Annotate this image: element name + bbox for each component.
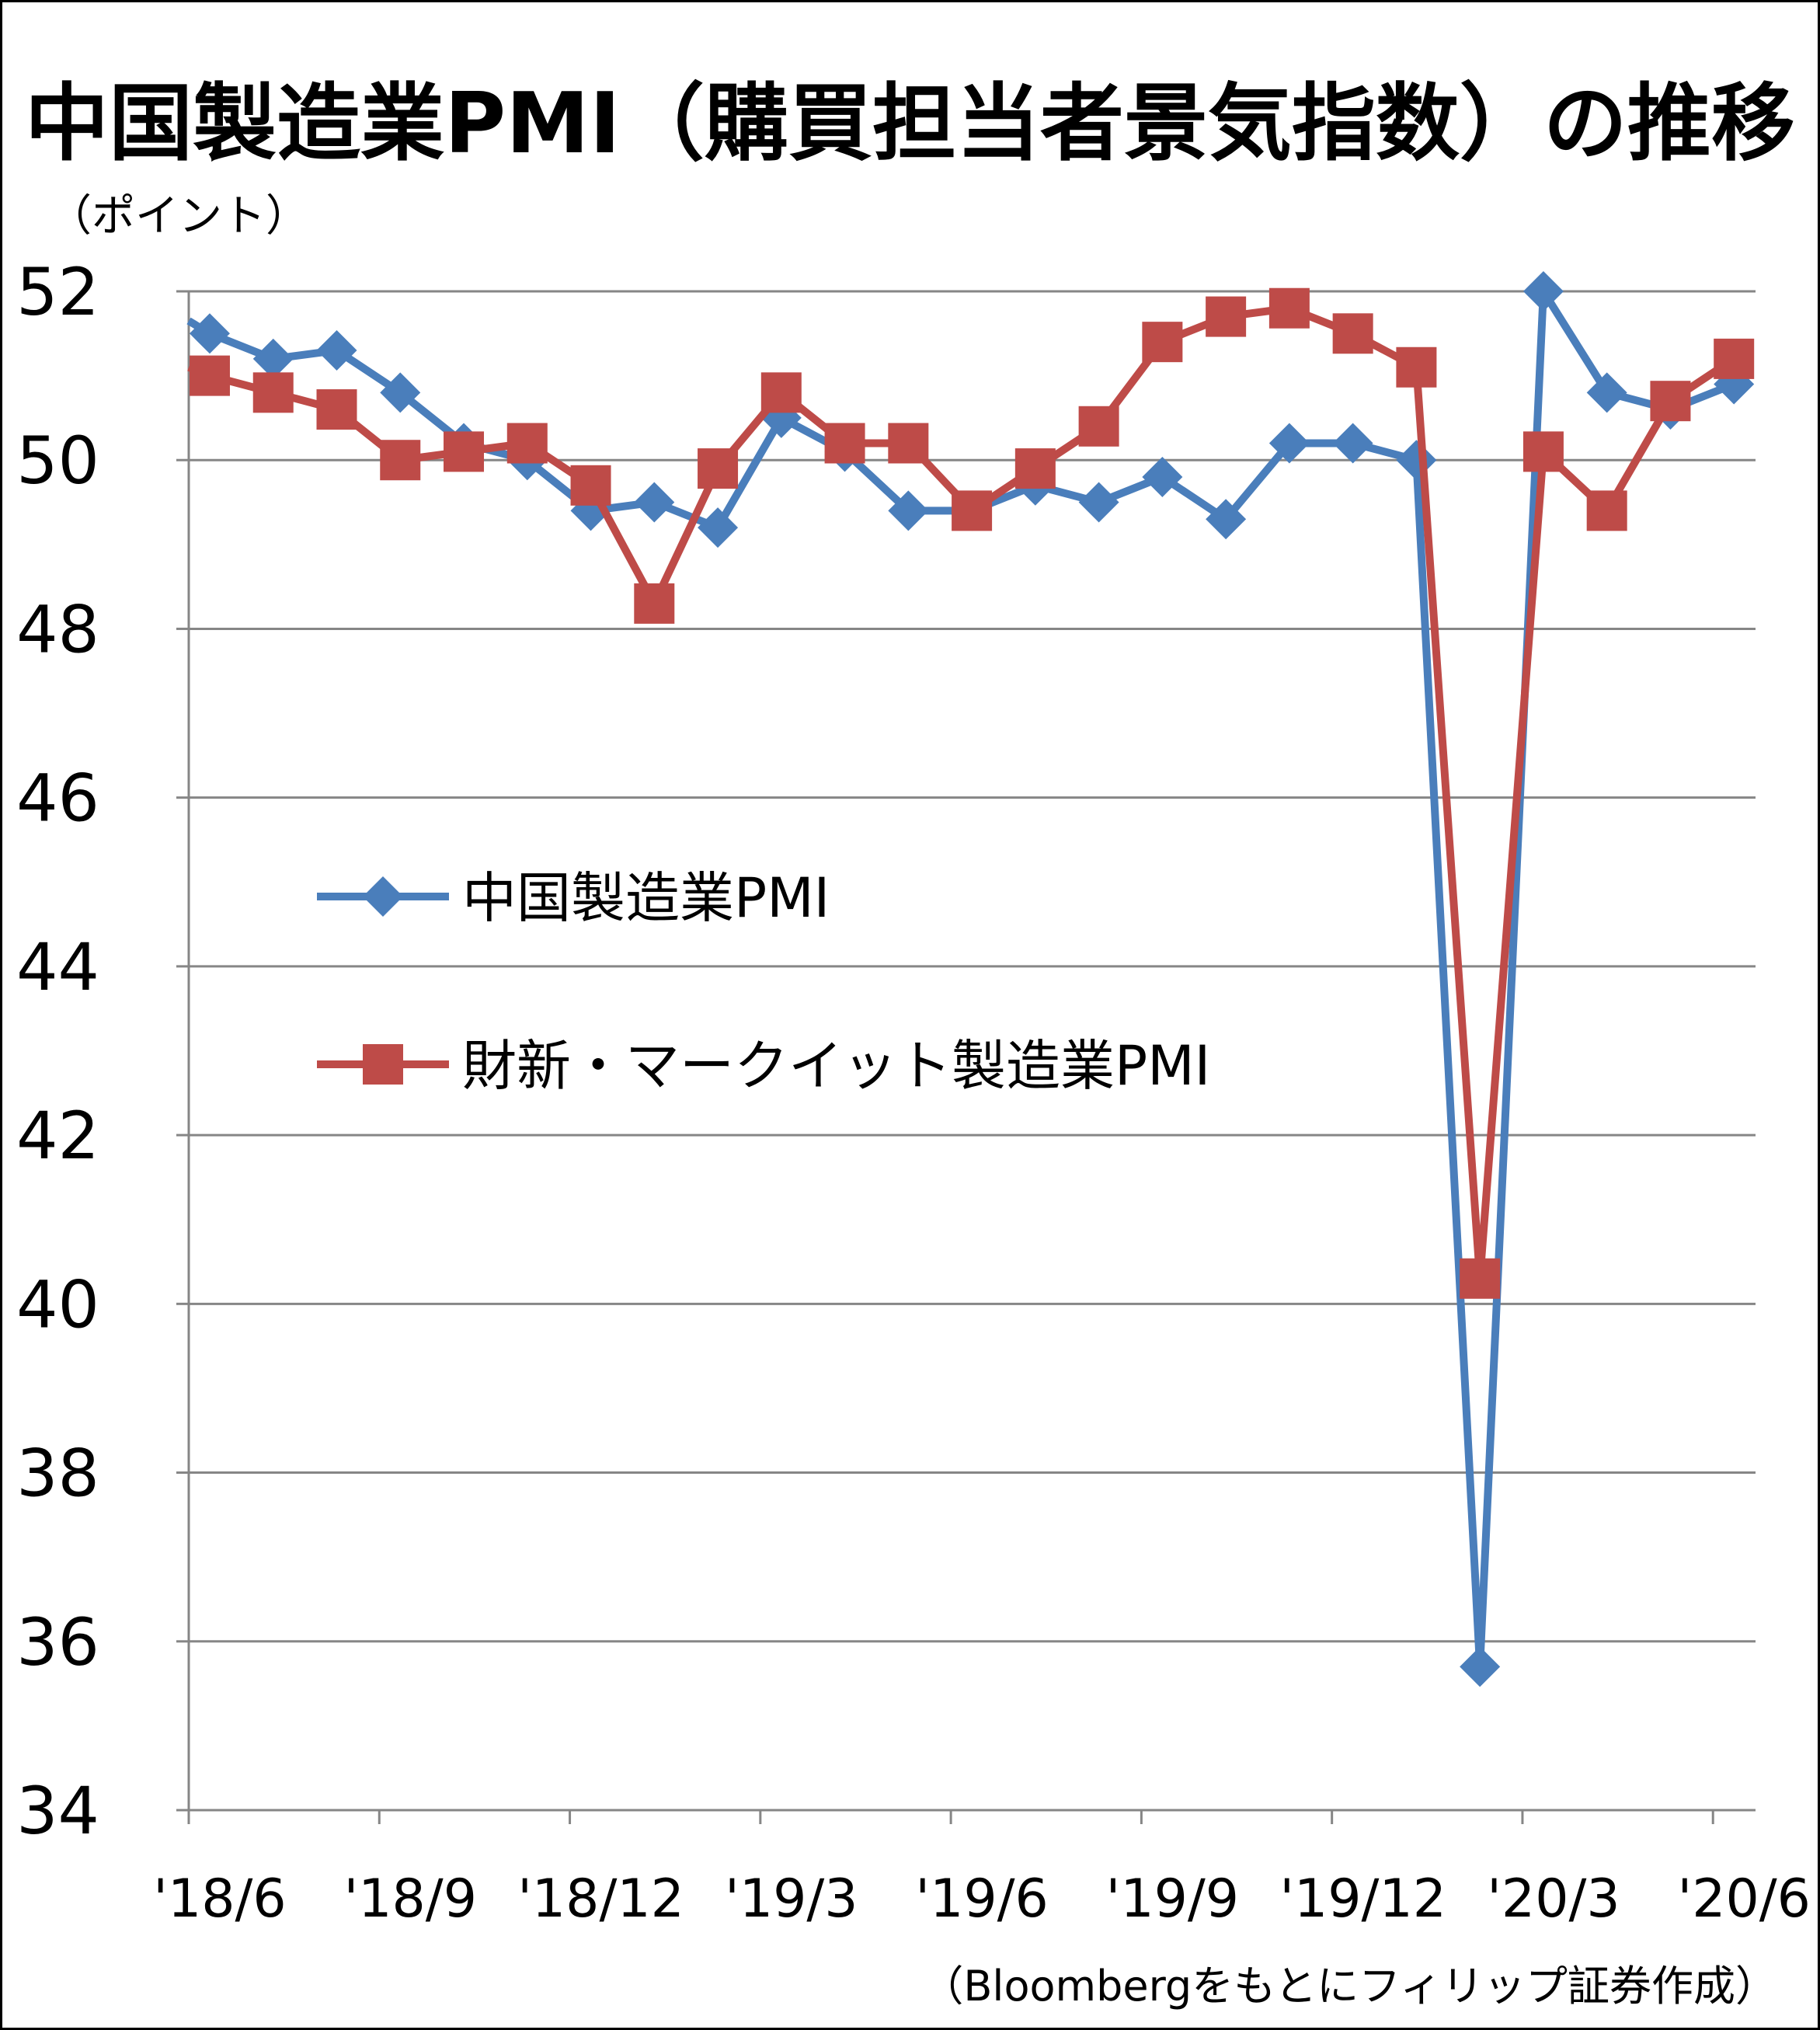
x-tick-label: '20/6 [1678,1868,1811,1930]
caixin-markit-pmi-series [187,287,1755,1299]
caixin-markit-pmi-marker [252,372,294,413]
china-manufacturing-pmi-marker [380,372,421,413]
caixin-markit-pmi-marker [1522,431,1564,472]
caixin-markit-pmi-marker [189,355,230,396]
china-manufacturing-pmi-marker [189,313,230,354]
legend-caixin-markit-pmi-marker [363,1044,403,1085]
y-tick-label: 44 [16,929,99,1005]
x-tick-labels: '18/6 '18/9 '18/12 '19/3 '19/6 '19/9 '19/12 '20… [153,1868,1811,1930]
legend-china-manufacturing-pmi: 中国製造業PMI [317,866,830,930]
caixin-markit-pmi-marker [760,372,802,413]
caixin-markit-pmi-marker [1332,313,1373,354]
caixin-markit-pmi-marker [1396,346,1437,388]
y-tick-label: 48 [16,591,99,667]
caixin-markit-pmi-marker [1460,1258,1501,1299]
chart-title: 中国製造業PMI（購買担当者景気指数）の推移 [25,75,1795,172]
caixin-markit-pmi-marker [1586,490,1627,531]
caixin-markit-pmi-marker [888,423,929,464]
china-manufacturing-pmi-marker [1142,456,1183,497]
x-tick-label: '19/12 [1279,1868,1446,1930]
caixin-markit-pmi-marker [952,490,993,531]
legend: 中国製造業PMI 財新・マークイット製造業PMI [317,866,1210,1098]
y-tick-label: 46 [16,761,99,837]
caixin-markit-pmi-marker [380,440,421,481]
legend-china-manufacturing-pmi-label: 中国製造業PMI [462,866,830,930]
china-manufacturing-pmi-marker [1332,423,1373,464]
china-manufacturing-pmi-marker [1460,1646,1501,1687]
caixin-markit-pmi-marker [1650,381,1691,422]
legend-caixin-markit-pmi-label: 財新・マークイット製造業PMI [462,1034,1210,1098]
china-manufacturing-pmi-marker [1206,499,1247,540]
china-manufacturing-pmi-marker [888,490,929,531]
y-tick-label: 38 [16,1436,99,1512]
china-manufacturing-pmi-series [186,271,1755,1687]
x-tick-label: '19/3 [725,1868,858,1930]
caixin-markit-pmi-marker [1268,287,1310,329]
x-tick-label: '19/6 [915,1868,1048,1930]
y-tick-label: 50 [16,423,99,499]
axes [176,290,1756,1824]
gridlines [189,290,1756,1643]
caixin-markit-pmi-marker [570,465,611,506]
y-tick-label: 52 [16,254,99,330]
y-tick-label: 40 [16,1266,99,1342]
caixin-markit-pmi-marker [506,423,548,464]
china-manufacturing-pmi-marker [1078,482,1119,523]
x-tick-label: '18/12 [517,1868,684,1930]
y-axis-unit-label: （ポイント） [48,191,309,242]
x-tick-label: '18/6 [153,1868,286,1930]
caixin-markit-pmi-marker [634,583,675,624]
y-tick-label: 36 [16,1604,99,1680]
caixin-markit-pmi-marker [698,448,739,489]
y-tick-label: 34 [16,1773,99,1849]
source-note: （Bloombergをもとにフィリップ証券作成） [921,1962,1777,2011]
caixin-markit-pmi-marker [824,423,865,464]
china-manufacturing-pmi-marker [1268,423,1310,464]
caixin-markit-pmi-marker [1714,338,1755,379]
legend-caixin-markit-pmi: 財新・マークイット製造業PMI [317,1034,1210,1098]
caixin-markit-pmi-marker [444,431,485,472]
y-tick-labels: 34 36 38 40 42 44 46 48 50 52 [16,254,99,1849]
series-lines [186,271,1755,1687]
caixin-markit-pmi-marker [1142,322,1183,363]
china-manufacturing-pmi-marker [1396,440,1437,481]
x-tick-label: '19/9 [1106,1868,1239,1930]
china-manufacturing-pmi-marker [252,338,294,379]
x-tick-label: '18/9 [344,1868,477,1930]
china-manufacturing-pmi-marker [1586,372,1627,413]
china-manufacturing-pmi-marker [316,330,357,371]
x-tick-label: '20/3 [1487,1868,1620,1930]
china-manufacturing-pmi-marker [634,482,675,523]
legend-china-manufacturing-pmi-marker [363,876,403,917]
caixin-markit-pmi-marker [316,389,357,430]
china-manufacturing-pmi-marker [698,507,739,548]
caixin-markit-pmi-marker [1078,406,1119,447]
y-tick-label: 42 [16,1098,99,1174]
caixin-markit-pmi-marker [1014,448,1056,489]
caixin-markit-pmi-marker [1206,296,1247,337]
china-manufacturing-pmi-marker [1522,271,1564,312]
